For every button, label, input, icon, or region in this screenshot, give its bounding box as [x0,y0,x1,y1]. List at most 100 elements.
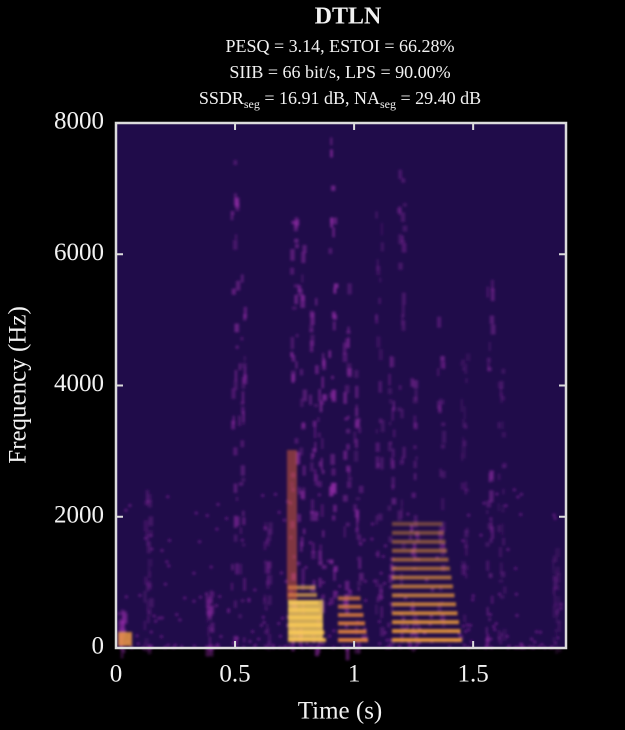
texture [321,600,326,613]
texture [311,542,315,554]
texture [464,481,468,491]
texture [392,429,396,438]
texture [363,627,367,631]
texture [232,415,235,425]
texture [333,504,337,513]
texture [309,340,314,353]
x-tick-label: 1.5 [458,661,489,688]
texture [437,316,442,328]
texture [441,422,446,427]
texture [461,539,465,543]
texture [397,645,401,649]
texture [439,468,442,478]
texture [556,646,562,653]
texture [233,635,238,646]
texture [243,637,246,643]
texture [389,602,393,606]
texture [243,577,247,591]
texture [390,603,394,614]
texture [241,376,246,389]
texture [248,639,252,643]
texture [486,357,491,363]
texture [338,621,365,626]
texture [485,542,490,547]
texture [301,251,306,264]
texture [291,638,295,652]
texture [398,262,403,270]
texture [413,473,417,481]
subtitle-line: PESQ = 3.14, ESTOI = 66.28% [226,36,455,56]
texture [297,288,303,296]
texture [490,279,494,291]
texture [505,634,509,638]
texture [554,628,558,632]
texture [148,529,154,535]
texture [320,595,325,600]
texture [317,493,321,497]
texture [407,644,411,648]
texture [235,496,239,501]
texture [440,355,446,369]
texture [465,623,469,627]
texture [192,599,196,603]
texture [530,637,534,641]
texture [389,355,393,368]
texture [309,328,313,332]
texture [292,306,297,310]
texture [378,418,383,424]
texture [287,450,297,600]
texture [300,294,305,301]
texture [502,586,507,594]
texture [461,453,464,462]
texture [497,473,501,480]
texture [293,221,298,232]
texture [338,613,364,617]
texture [465,353,471,362]
texture [297,514,301,522]
texture [301,487,306,501]
texture [302,528,306,535]
texture [401,243,407,253]
texture [209,590,214,602]
texture [321,564,327,569]
texture [355,527,359,533]
texture [501,432,507,438]
texture [328,248,333,254]
texture [241,477,246,482]
texture [377,513,383,521]
texture [315,512,319,516]
texture [347,589,353,596]
texture [159,635,163,639]
texture [149,534,153,538]
texture [330,217,333,228]
texture [500,571,506,578]
texture [495,492,499,496]
texture [469,640,473,644]
texture [344,385,350,394]
texture [347,326,350,333]
texture [150,547,154,551]
texture [461,624,465,628]
texture [160,548,164,552]
texture [358,426,362,434]
texture [232,239,238,250]
texture [290,267,295,275]
texture [206,596,211,602]
texture [375,314,379,324]
texture [175,613,179,617]
texture [405,625,409,629]
texture [401,456,404,464]
texture [231,641,235,645]
texture [379,571,383,575]
texture [233,193,238,200]
texture [320,457,323,471]
texture [392,611,458,616]
texture [358,560,362,570]
texture [329,392,334,399]
texture [305,643,309,647]
texture [410,633,414,637]
texture [291,355,296,362]
texture [143,590,147,603]
texture [557,620,562,632]
texture [501,421,504,430]
